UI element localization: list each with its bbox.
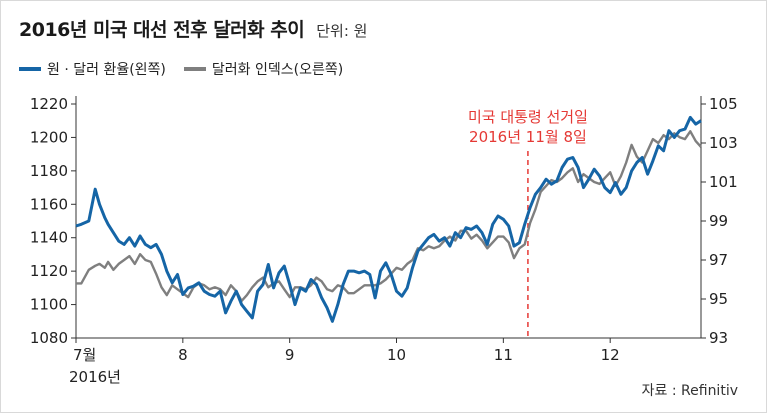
left-tick-label: 1200 [30,128,68,146]
source-label: 자료 : Refinitiv [641,383,738,399]
right-tick-label: 93 [709,329,728,347]
series-line-dxy [76,130,702,303]
legend-swatch-won [19,67,41,71]
x-tick-label: 7월 [73,346,96,364]
left-tick-label: 1140 [30,229,68,247]
right-tick-label: 101 [709,173,738,191]
chart-title: 2016년 미국 대선 전후 달러화 추이 [19,19,305,41]
unit-label: 단위: 원 [316,22,368,40]
left-tick-label: 1080 [30,329,68,347]
election-day-label: 미국 대통령 선거일 [468,108,588,126]
right-tick-label: 95 [709,290,728,308]
left-tick-label: 1180 [30,162,68,180]
right-tick-label: 99 [709,212,728,230]
left-tick-label: 1160 [30,195,68,213]
x-tick-label: 11 [494,346,513,364]
year-label: 2016년 [69,368,121,386]
x-tick-label: 10 [387,346,406,364]
x-tick-label: 8 [178,346,188,364]
right-tick-label: 103 [709,134,738,152]
legend: 원 · 달러 환율(왼쪽) 달러화 인덱스(오른쪽) [19,59,361,79]
left-tick-label: 1100 [30,296,68,314]
left-tick-label: 1220 [30,95,68,113]
legend-label-dxy: 달러화 인덱스(오른쪽) [211,62,344,78]
legend-item-won: 원 · 달러 환율(왼쪽) [19,59,166,79]
election-date-label: 2016년 11월 8일 [469,128,587,146]
title-row: 2016년 미국 대선 전후 달러화 추이 단위: 원 [19,15,367,42]
right-tick-label: 97 [709,251,728,269]
legend-swatch-dxy [183,67,206,71]
x-tick-label: 9 [285,346,295,364]
legend-label-won: 원 · 달러 환율(왼쪽) [47,62,166,78]
x-tick-label: 12 [601,346,620,364]
legend-item-dxy: 달러화 인덱스(오른쪽) [183,59,344,79]
left-tick-label: 1120 [30,262,68,280]
right-tick-label: 105 [709,95,738,113]
series-line-won [75,115,702,323]
